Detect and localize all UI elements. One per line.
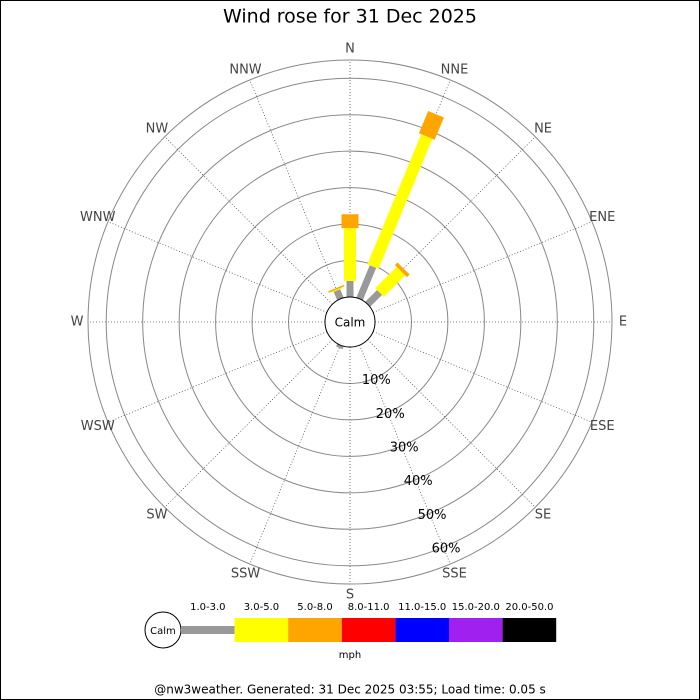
legend-label: 3.0-5.0 <box>244 602 279 613</box>
wind-segment <box>356 265 377 301</box>
ring-label: 30% <box>390 441 419 456</box>
wind-segment <box>367 134 433 269</box>
direction-label: N <box>345 42 355 57</box>
spoke <box>164 339 333 508</box>
direction-label: NE <box>534 121 552 136</box>
legend-swatch <box>395 618 449 642</box>
legend-swatch <box>502 618 557 642</box>
legend-label: 15.0-20.0 <box>452 602 500 613</box>
wind-segment <box>418 111 444 140</box>
legend-swatch <box>181 626 235 634</box>
grid-ring <box>178 150 522 494</box>
direction-label: NNW <box>229 62 261 77</box>
legend-calm-label: Calm <box>150 626 176 637</box>
wind-segment <box>365 289 383 307</box>
direction-label: NW <box>146 121 169 136</box>
legend-label: 8.0-11.0 <box>348 602 390 613</box>
grid-ring <box>215 187 485 457</box>
spoke <box>249 79 341 300</box>
wind-segment <box>328 284 345 293</box>
outer-ring <box>87 59 613 585</box>
direction-label: W <box>71 315 84 330</box>
legend-swatch <box>234 618 289 642</box>
ring-label: 60% <box>432 542 461 557</box>
chart-title: Wind rose for 31 Dec 2025 <box>223 6 477 28</box>
direction-label: SSE <box>442 567 467 582</box>
wind-segment <box>375 266 406 297</box>
footer: @nw3weather. Generated: 31 Dec 2025 03:5… <box>154 683 546 697</box>
legend-swatch <box>341 618 396 642</box>
legend-label: 11.0-15.0 <box>398 602 446 613</box>
spoke <box>367 339 536 508</box>
wind-segment <box>394 262 410 278</box>
legend-label: 5.0-8.0 <box>297 602 332 613</box>
ring-label: 40% <box>404 474 433 489</box>
direction-label: NNE <box>441 62 469 77</box>
direction-label: ENE <box>589 210 615 225</box>
direction-label: WSW <box>81 419 115 434</box>
legend-label: 1.0-3.0 <box>190 602 225 613</box>
direction-label: WNW <box>80 210 116 225</box>
ring-label: 20% <box>376 407 405 422</box>
spoke <box>359 344 451 565</box>
grid-ring <box>142 114 558 530</box>
spoke <box>164 136 333 305</box>
direction-label: E <box>619 315 627 330</box>
spoke <box>107 331 328 423</box>
calm-circle <box>324 296 376 348</box>
spoke <box>249 344 341 565</box>
spoke <box>372 331 593 423</box>
legend-swatch <box>449 618 503 642</box>
ring-label: 50% <box>418 508 447 523</box>
unit-label: mph <box>339 650 361 661</box>
grid-ring <box>105 77 595 567</box>
spoke <box>372 221 593 313</box>
direction-label: ESE <box>590 419 615 434</box>
legend-swatch <box>288 618 342 642</box>
direction-label: S <box>346 588 354 603</box>
legend-label: 20.0-50.0 <box>505 602 553 613</box>
direction-label: SE <box>535 508 551 523</box>
ring-label: 10% <box>362 373 391 388</box>
direction-label: SW <box>146 508 167 523</box>
direction-label: SSW <box>231 567 261 582</box>
calm-label: Calm <box>335 316 366 330</box>
spoke <box>107 221 328 313</box>
wind-segment <box>333 289 344 301</box>
